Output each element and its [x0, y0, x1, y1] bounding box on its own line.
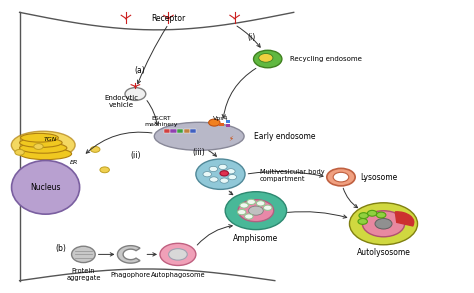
- Ellipse shape: [155, 122, 244, 150]
- Circle shape: [375, 219, 392, 229]
- Text: Early endosome: Early endosome: [254, 132, 315, 141]
- Circle shape: [264, 205, 272, 210]
- Circle shape: [376, 212, 386, 218]
- Text: Multivesicular body
compartment: Multivesicular body compartment: [260, 169, 324, 182]
- Circle shape: [196, 159, 245, 189]
- Circle shape: [247, 199, 255, 205]
- Text: Vps4: Vps4: [213, 116, 228, 121]
- Text: (b): (b): [55, 244, 66, 253]
- Circle shape: [238, 200, 273, 222]
- Text: Endocytic
vehicle: Endocytic vehicle: [104, 95, 138, 108]
- Ellipse shape: [19, 143, 67, 153]
- Text: ER: ER: [70, 160, 78, 165]
- Bar: [170, 129, 176, 132]
- Text: (a): (a): [135, 66, 146, 75]
- Bar: [190, 129, 196, 132]
- Circle shape: [333, 172, 349, 182]
- Bar: [183, 129, 190, 132]
- Text: Amphisome: Amphisome: [233, 234, 279, 243]
- Text: Recycling endosome: Recycling endosome: [290, 56, 362, 62]
- Circle shape: [125, 88, 146, 100]
- Text: Autophagosome: Autophagosome: [151, 272, 205, 278]
- Circle shape: [219, 164, 227, 170]
- Bar: [219, 122, 224, 125]
- Circle shape: [237, 209, 246, 215]
- Circle shape: [91, 146, 100, 152]
- Ellipse shape: [11, 161, 80, 214]
- Text: Nucleus: Nucleus: [30, 183, 61, 192]
- Circle shape: [359, 213, 368, 219]
- Circle shape: [367, 210, 377, 216]
- Circle shape: [100, 167, 109, 173]
- Bar: [226, 124, 230, 127]
- Circle shape: [210, 177, 218, 182]
- Circle shape: [160, 243, 196, 265]
- Circle shape: [220, 171, 228, 176]
- Circle shape: [209, 119, 220, 126]
- Text: (i): (i): [247, 33, 255, 42]
- Text: ⚡: ⚡: [229, 136, 234, 142]
- Polygon shape: [118, 246, 140, 263]
- Text: Lysosome: Lysosome: [360, 173, 397, 182]
- Text: Receptor: Receptor: [151, 14, 186, 23]
- Text: (iii): (iii): [193, 148, 206, 157]
- Wedge shape: [395, 212, 414, 226]
- Text: Phagophore: Phagophore: [110, 272, 151, 278]
- Circle shape: [225, 192, 287, 230]
- Bar: [226, 120, 230, 123]
- Text: (ii): (ii): [130, 151, 141, 160]
- Bar: [177, 129, 183, 132]
- Circle shape: [227, 169, 235, 174]
- Ellipse shape: [19, 138, 62, 147]
- Text: ESCRT
machinery: ESCRT machinery: [145, 116, 178, 127]
- Circle shape: [228, 175, 237, 180]
- Text: Autolysosome: Autolysosome: [356, 248, 410, 258]
- Circle shape: [259, 54, 273, 62]
- Circle shape: [254, 50, 282, 68]
- Circle shape: [256, 201, 265, 206]
- Circle shape: [358, 219, 367, 224]
- Circle shape: [363, 211, 405, 237]
- Ellipse shape: [19, 148, 72, 160]
- Circle shape: [15, 149, 24, 155]
- Circle shape: [209, 166, 218, 172]
- Circle shape: [349, 203, 418, 245]
- Ellipse shape: [11, 131, 75, 159]
- Circle shape: [220, 178, 228, 183]
- Circle shape: [203, 172, 211, 177]
- Ellipse shape: [72, 246, 95, 263]
- Circle shape: [248, 206, 263, 215]
- Bar: [164, 129, 170, 132]
- Text: Protein
aggregate: Protein aggregate: [66, 268, 100, 281]
- Circle shape: [169, 249, 187, 260]
- Circle shape: [327, 168, 355, 186]
- Circle shape: [34, 144, 43, 149]
- Circle shape: [240, 203, 248, 208]
- Circle shape: [245, 214, 253, 219]
- Ellipse shape: [20, 133, 58, 142]
- Text: TGN: TGN: [44, 137, 57, 142]
